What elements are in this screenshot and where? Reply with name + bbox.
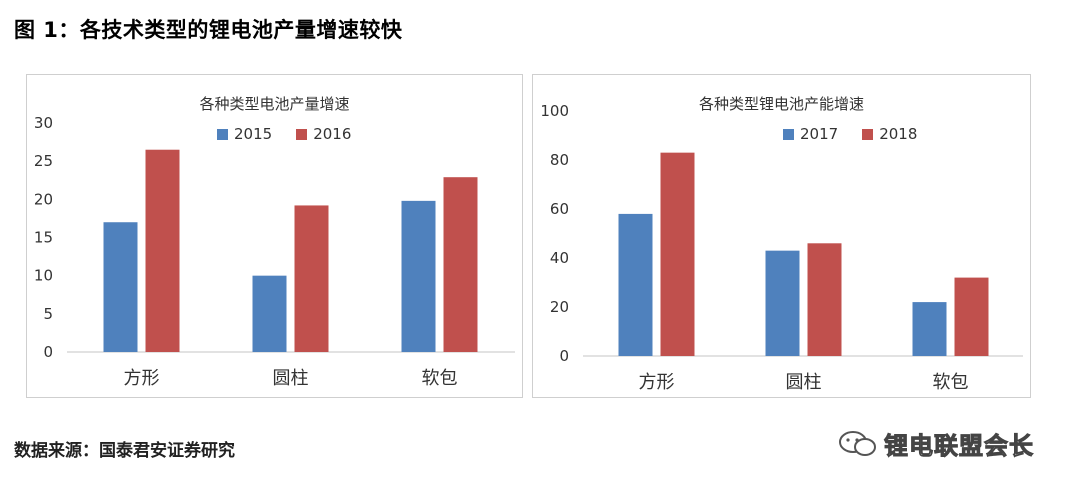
bar-2017-2 bbox=[912, 302, 947, 356]
bar-chart-capacity: 0 20 40 60 80 100 方形 圆柱 软包 bbox=[540, 102, 1023, 393]
y-tick-label: 80 bbox=[550, 151, 569, 169]
chart-panel-production: 各种类型电池产量增速 2015 2016 0 5 10 15 20 25 30 方形 圆柱 软包 bbox=[26, 74, 523, 398]
bar-2017-0 bbox=[618, 213, 653, 356]
legend: 2015 2016 bbox=[217, 125, 351, 143]
y-tick-label: 100 bbox=[540, 102, 569, 120]
bar-2018-0 bbox=[660, 152, 695, 356]
source-note: 数据来源：国泰君安证券研究 bbox=[14, 441, 235, 461]
chart-title: 各种类型锂电池产能增速 bbox=[698, 95, 864, 113]
chart-title: 各种类型电池产量增速 bbox=[199, 95, 350, 113]
figure-title: 图 1：各技术类型的锂电池产量增速较快 bbox=[14, 18, 403, 42]
legend-swatch bbox=[783, 128, 794, 140]
x-tick-label: 方形 bbox=[639, 372, 675, 393]
bar-chart-production: 0 5 10 15 20 25 30 方形 圆柱 软包 bbox=[34, 114, 515, 389]
y-tick-label: 15 bbox=[34, 229, 53, 247]
bar-2016-1 bbox=[294, 205, 329, 352]
legend-item-series-1: 2015 bbox=[217, 125, 272, 143]
bar-2018-1 bbox=[807, 243, 842, 356]
watermark: 锂电联盟会长 bbox=[838, 426, 1034, 461]
bar-2015-1 bbox=[252, 275, 287, 352]
y-tick-label: 20 bbox=[34, 190, 53, 208]
wechat-icon bbox=[839, 430, 876, 456]
x-tick-label: 圆柱 bbox=[273, 368, 309, 389]
legend-label: 2015 bbox=[234, 125, 273, 143]
legend-label: 2017 bbox=[800, 125, 839, 143]
x-tick-label: 圆柱 bbox=[786, 372, 822, 393]
bar-2016-2 bbox=[443, 177, 478, 352]
bar-2018-2 bbox=[954, 277, 989, 356]
legend-item-series-1: 2017 bbox=[783, 125, 838, 143]
y-tick-label: 10 bbox=[34, 267, 53, 285]
x-tick-label: 方形 bbox=[124, 368, 160, 389]
legend-swatch bbox=[217, 128, 228, 140]
bar-2016-0 bbox=[145, 149, 180, 352]
legend-swatch bbox=[296, 128, 308, 140]
y-tick-label: 5 bbox=[43, 305, 53, 323]
chart-panel-capacity: 各种类型锂电池产能增速 2017 2018 0 20 40 60 80 100 方形 圆柱 软包 bbox=[532, 74, 1031, 398]
y-tick-label: 40 bbox=[550, 249, 569, 267]
legend-swatch bbox=[862, 128, 874, 140]
legend-label: 2018 bbox=[879, 125, 918, 143]
y-tick-label: 25 bbox=[34, 152, 53, 170]
y-tick-label: 20 bbox=[550, 298, 569, 316]
x-tick-label: 软包 bbox=[422, 368, 458, 389]
legend-label: 2016 bbox=[313, 125, 352, 143]
watermark-text: 锂电联盟会长 bbox=[884, 432, 1034, 461]
bar-2017-1 bbox=[765, 250, 800, 356]
y-tick-label: 60 bbox=[550, 200, 569, 218]
legend: 2017 2018 bbox=[783, 125, 917, 143]
y-tick-label: 0 bbox=[43, 343, 53, 361]
bar-2015-0 bbox=[103, 222, 138, 352]
legend-item-series-2: 2016 bbox=[296, 125, 351, 143]
x-tick-label: 软包 bbox=[933, 372, 969, 393]
y-tick-label: 0 bbox=[559, 347, 569, 365]
bar-2015-2 bbox=[401, 200, 436, 352]
y-tick-label: 30 bbox=[34, 114, 53, 132]
legend-item-series-2: 2018 bbox=[862, 125, 917, 143]
